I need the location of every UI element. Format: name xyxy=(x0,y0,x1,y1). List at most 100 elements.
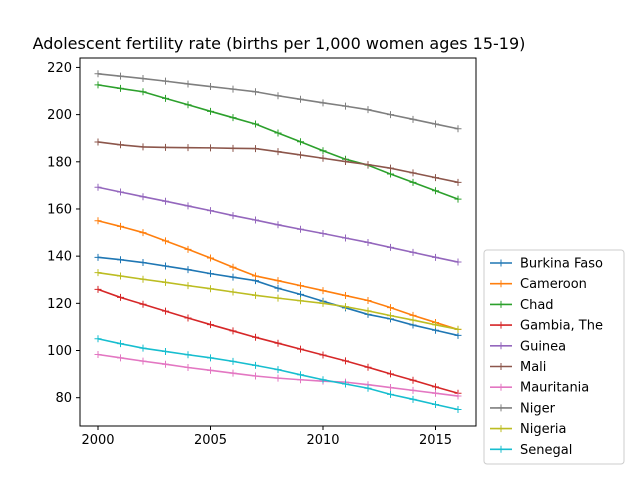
data-point-marker xyxy=(342,380,349,388)
legend-marker xyxy=(497,259,505,267)
data-point-marker xyxy=(454,195,462,203)
data-point-marker xyxy=(409,386,417,394)
data-point-marker xyxy=(229,369,237,377)
data-point-marker xyxy=(207,254,214,262)
data-point-marker xyxy=(252,88,259,96)
data-point-marker xyxy=(184,80,192,88)
data-point-marker xyxy=(319,147,327,155)
data-point-marker xyxy=(229,357,237,365)
data-point-marker xyxy=(117,272,124,280)
data-point-marker xyxy=(162,307,169,315)
plot-frame xyxy=(79,57,477,427)
legend-label: Gambia, The xyxy=(520,319,603,334)
data-point-marker xyxy=(184,351,192,359)
data-point-marker xyxy=(297,297,304,305)
data-point-marker xyxy=(297,138,304,146)
x-tick-label: 2015 xyxy=(419,433,452,448)
data-point-marker xyxy=(432,174,439,182)
data-point-marker xyxy=(274,221,282,229)
data-point-marker xyxy=(387,170,394,178)
legend-marker xyxy=(497,363,505,370)
data-point-marker xyxy=(297,282,304,290)
data-point-marker xyxy=(229,263,237,271)
data-point-marker xyxy=(364,363,372,371)
data-point-marker xyxy=(274,284,282,292)
data-point-marker xyxy=(252,333,259,341)
y-tick-label: 80 xyxy=(55,391,72,406)
data-point-marker xyxy=(162,77,169,85)
legend: Burkina Faso Cameroon Chad Gambia, The Guine… xyxy=(483,249,625,465)
data-point-marker xyxy=(364,106,372,114)
legend-marker xyxy=(497,300,505,308)
data-point-marker xyxy=(252,272,259,280)
data-point-marker xyxy=(409,395,417,403)
data-point-marker xyxy=(184,144,192,152)
data-point-marker xyxy=(409,169,417,177)
data-point-marker xyxy=(117,293,124,301)
data-point-marker xyxy=(117,354,124,362)
y-tick-label: 140 xyxy=(47,250,72,265)
y-tick-label: 120 xyxy=(47,297,72,312)
data-point-marker xyxy=(162,197,169,205)
data-point-marker xyxy=(162,278,169,286)
data-point-marker xyxy=(319,351,327,359)
data-point-marker xyxy=(162,94,169,102)
data-point-marker xyxy=(432,389,439,397)
data-point-marker xyxy=(274,92,282,100)
data-point-marker xyxy=(94,217,102,225)
data-point-marker xyxy=(94,138,102,146)
legend-marker xyxy=(497,445,505,453)
data-point-marker xyxy=(94,351,102,359)
data-point-marker xyxy=(387,384,394,392)
legend-item: Burkina Faso xyxy=(490,257,603,272)
series-cameroon xyxy=(94,217,462,334)
legend-label: Cameroon xyxy=(520,277,587,292)
data-point-marker xyxy=(319,154,327,162)
data-point-marker xyxy=(454,125,462,133)
data-point-marker xyxy=(342,102,349,110)
data-point-marker xyxy=(139,143,147,151)
data-point-marker xyxy=(139,357,147,365)
data-point-marker xyxy=(274,366,282,374)
data-point-marker xyxy=(454,405,462,413)
data-point-marker xyxy=(117,222,124,230)
data-point-marker xyxy=(409,178,417,186)
data-point-marker xyxy=(342,303,349,311)
data-point-marker xyxy=(297,290,304,298)
data-point-marker xyxy=(207,107,214,115)
data-point-marker xyxy=(252,291,259,299)
data-point-marker xyxy=(117,188,124,196)
data-point-marker xyxy=(274,339,282,347)
data-point-marker xyxy=(117,84,124,92)
data-point-marker xyxy=(387,164,394,172)
legend-item: Senegal xyxy=(490,443,572,458)
data-point-marker xyxy=(297,95,304,103)
data-point-marker xyxy=(387,304,394,312)
data-point-marker xyxy=(94,269,102,277)
data-point-marker xyxy=(409,248,417,256)
data-point-marker xyxy=(94,285,102,293)
data-point-marker xyxy=(139,229,147,237)
data-point-marker xyxy=(117,340,124,348)
data-point-marker xyxy=(94,70,102,78)
data-point-marker xyxy=(139,259,147,267)
data-point-marker xyxy=(432,401,439,409)
series-mauritania xyxy=(94,351,462,400)
data-point-marker xyxy=(94,81,102,89)
series-gambia-the xyxy=(94,285,462,397)
data-point-marker xyxy=(207,285,214,293)
series-nigeria xyxy=(94,269,462,333)
legend-marker xyxy=(497,342,505,350)
y-tick-label: 160 xyxy=(47,202,72,217)
data-point-marker xyxy=(432,253,439,261)
data-point-marker xyxy=(387,111,394,119)
data-point-marker xyxy=(229,114,237,122)
series-senegal xyxy=(94,335,462,413)
legend-label: Nigeria xyxy=(520,422,567,437)
legend-marker xyxy=(497,404,505,412)
legend-marker xyxy=(497,321,505,329)
data-point-marker xyxy=(364,238,372,246)
data-point-marker xyxy=(229,144,237,152)
data-point-marker xyxy=(274,129,282,137)
